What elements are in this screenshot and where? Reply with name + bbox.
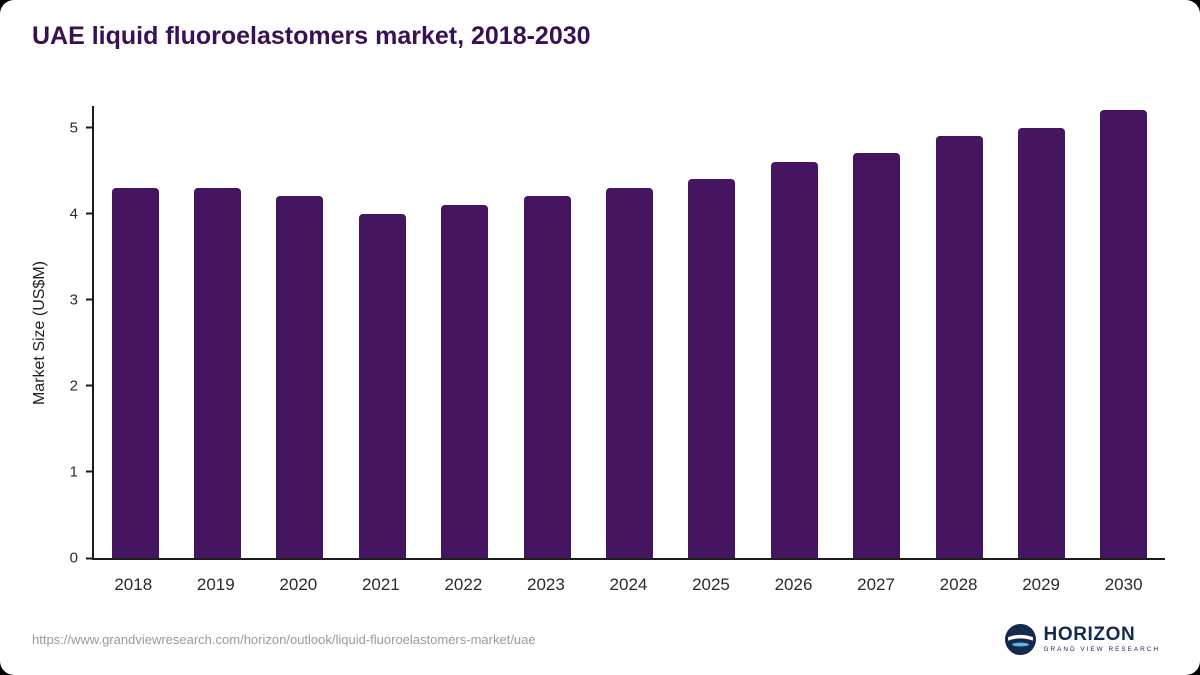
x-label-2026: 2026 <box>774 575 813 594</box>
bar-slot-2030 <box>1083 106 1165 558</box>
bar-slot-2023 <box>506 106 588 558</box>
bar-2025 <box>688 179 736 558</box>
bar-slot-2024 <box>588 106 670 558</box>
bars-container <box>94 106 1165 558</box>
bar-2023 <box>523 196 571 558</box>
bar-2027 <box>853 153 901 558</box>
y-tick-mark-4 <box>86 212 94 215</box>
x-label-2020: 2020 <box>279 575 318 594</box>
x-label-2027: 2027 <box>857 575 895 594</box>
bar-2024 <box>606 187 654 558</box>
bar-2030 <box>1100 110 1148 558</box>
y-tick-mark-0 <box>86 557 94 559</box>
y-tick-3: 3 <box>56 291 94 308</box>
bar-slot-2018 <box>94 106 176 558</box>
bar-slot-2029 <box>1000 106 1082 558</box>
bar-slot-2027 <box>836 106 918 558</box>
bar-2029 <box>1017 127 1065 558</box>
x-axis-labels: 2018 2019 2020 2021 2022 2023 2024 2025 2026 2027… <box>92 575 1165 595</box>
bar-slot-2019 <box>176 106 258 558</box>
y-tick-mark-2 <box>86 384 94 387</box>
y-tick-label-5: 5 <box>69 119 78 137</box>
bar-2018 <box>111 187 159 558</box>
y-tick-mark-3 <box>86 298 94 301</box>
x-label-2019: 2019 <box>196 575 235 594</box>
y-tick-0: 0 <box>56 550 94 567</box>
horizon-logo-icon <box>1004 624 1036 655</box>
bar-slot-2026 <box>753 106 835 558</box>
brand-name: HORIZON <box>1043 624 1136 646</box>
brand-text: HORIZON GRAND VIEW RESEARCH <box>1044 625 1160 654</box>
x-label-2028: 2028 <box>939 575 978 594</box>
y-tick-1: 1 <box>56 463 94 480</box>
x-label-2030: 2030 <box>1104 575 1143 594</box>
x-label-2018: 2018 <box>114 575 153 594</box>
bar-2026 <box>770 161 818 558</box>
x-label-2022: 2022 <box>444 575 483 594</box>
bar-2020 <box>276 196 324 558</box>
bar-2019 <box>194 187 242 558</box>
x-label-2024: 2024 <box>609 575 648 594</box>
bar-slot-2021 <box>341 106 423 558</box>
source-url: https://www.grandviewresearch.com/horizo… <box>32 632 536 647</box>
y-tick-label-3: 3 <box>69 291 78 309</box>
y-tick-2: 2 <box>56 377 94 394</box>
bar-slot-2022 <box>424 106 506 558</box>
bar-slot-2028 <box>918 106 1000 558</box>
plot-area: 0 1 2 3 4 5 <box>70 106 1165 567</box>
bar-2028 <box>935 136 983 558</box>
y-tick-5: 5 <box>56 119 94 136</box>
y-tick-mark-1 <box>86 470 94 473</box>
bar-slot-2025 <box>671 106 753 558</box>
y-tick-mark-5 <box>86 126 94 129</box>
x-label-2025: 2025 <box>692 575 730 594</box>
y-tick-4: 4 <box>56 205 94 222</box>
bar-2021 <box>358 213 406 558</box>
y-tick-label-4: 4 <box>69 205 78 223</box>
brand-subtitle: GRAND VIEW RESEARCH <box>1043 646 1160 654</box>
x-label-2023: 2023 <box>527 575 565 594</box>
y-tick-label-2: 2 <box>69 377 78 395</box>
y-tick-label-0: 0 <box>69 549 78 567</box>
x-label-2029: 2029 <box>1022 575 1061 594</box>
chart-title: UAE liquid fluoroelastomers market, 2018… <box>32 22 591 50</box>
x-label-2021: 2021 <box>361 575 400 594</box>
bar-slot-2020 <box>259 106 341 558</box>
bar-2022 <box>441 205 489 558</box>
y-axis-title: Market Size (US$M) <box>31 260 48 406</box>
brand-logo: HORIZON GRAND VIEW RESEARCH <box>1004 624 1160 655</box>
y-axis-ticks: 0 1 2 3 4 5 <box>70 106 1165 567</box>
y-tick-label-1: 1 <box>69 463 78 481</box>
